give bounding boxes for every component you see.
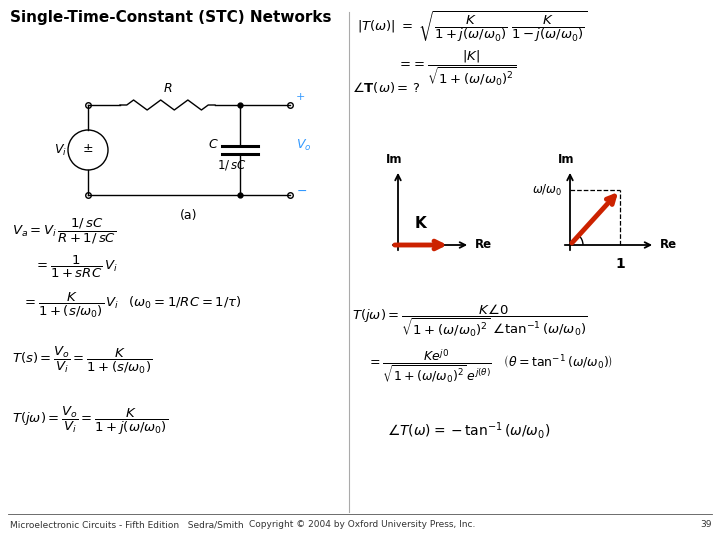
Text: $=\dfrac{K}{1+(s/\omega_0)}\,V_i\;\;\;(\omega_0=1/RC=1/\tau)$: $=\dfrac{K}{1+(s/\omega_0)}\,V_i\;\;\;(\… [22,291,242,320]
Text: $\angle\mathbf{T}(\omega)=\,?$: $\angle\mathbf{T}(\omega)=\,?$ [352,80,420,95]
Text: Im: Im [558,153,575,166]
Text: R: R [163,82,172,95]
Text: $=\!=\dfrac{|K|}{\sqrt{1+(\omega/\omega_0)^2}}$: $=\!=\dfrac{|K|}{\sqrt{1+(\omega/\omega_… [397,48,517,87]
Text: $V_i$: $V_i$ [53,143,66,158]
Text: Copyright © 2004 by Oxford University Press, Inc.: Copyright © 2004 by Oxford University Pr… [249,520,475,529]
Text: $V_a = V_i\,\dfrac{1/\,sC}{R+1/\,sC}$: $V_a = V_i\,\dfrac{1/\,sC}{R+1/\,sC}$ [12,217,116,246]
Text: Re: Re [660,239,677,252]
Text: Im: Im [386,153,402,166]
Text: C: C [208,138,217,151]
Text: $-$: $-$ [296,184,307,197]
Text: $1/\,sC$: $1/\,sC$ [217,158,247,172]
Text: Single-Time-Constant (STC) Networks: Single-Time-Constant (STC) Networks [10,10,331,25]
Text: $\pm$: $\pm$ [82,141,94,154]
Text: (a): (a) [180,209,198,222]
Text: $=\dfrac{1}{1+sRC}\,V_i$: $=\dfrac{1}{1+sRC}\,V_i$ [34,254,117,280]
Text: $V_o$: $V_o$ [296,138,312,152]
Text: 1: 1 [615,257,625,271]
Text: $\omega/\omega_0$: $\omega/\omega_0$ [532,183,562,198]
Text: $T(j\omega)=\dfrac{V_o}{V_i}=\dfrac{K}{1+j(\omega/\omega_0)}$: $T(j\omega)=\dfrac{V_o}{V_i}=\dfrac{K}{1… [12,405,168,437]
Text: 39: 39 [701,520,712,529]
Text: $|T(\omega)|\;=\;\sqrt{\dfrac{K}{1+j(\omega/\omega_0)}\;\dfrac{K}{1-j(\omega/\om: $|T(\omega)|\;=\;\sqrt{\dfrac{K}{1+j(\om… [357,10,588,45]
Text: Re: Re [475,239,492,252]
Text: $=\dfrac{Ke^{j0}}{\sqrt{1+(\omega/\omega_0)^2}\,e^{j(\theta)}}\quad\left(\theta=: $=\dfrac{Ke^{j0}}{\sqrt{1+(\omega/\omega… [367,348,613,386]
Text: $\angle T(\omega)=-\tan^{-1}(\omega/\omega_0)$: $\angle T(\omega)=-\tan^{-1}(\omega/\ome… [387,420,550,441]
Text: K: K [414,216,426,231]
Text: $T(s)=\dfrac{V_o}{V_i}=\dfrac{K}{1+(s/\omega_0)}$: $T(s)=\dfrac{V_o}{V_i}=\dfrac{K}{1+(s/\o… [12,345,153,376]
Text: $T(j\omega)=\dfrac{K\angle 0}{\sqrt{1+(\omega/\omega_0)^2}\;\angle\tan^{-1}(\ome: $T(j\omega)=\dfrac{K\angle 0}{\sqrt{1+(\… [352,302,588,339]
Text: Microelectronic Circuits - Fifth Edition   Sedra/Smith: Microelectronic Circuits - Fifth Edition… [10,520,243,529]
Text: +: + [296,92,305,102]
